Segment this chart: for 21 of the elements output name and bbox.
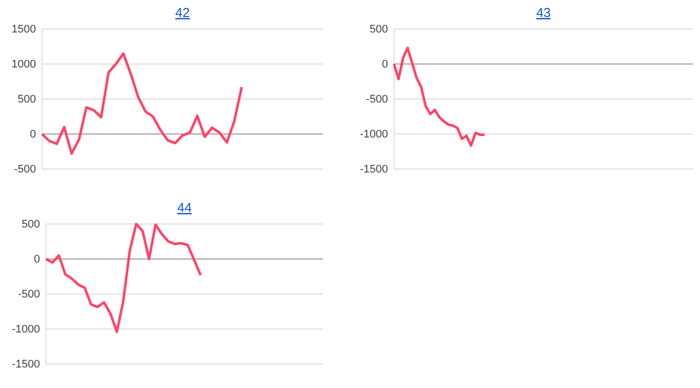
- chart-title: 42: [175, 5, 190, 20]
- y-tick-label: -1000: [360, 128, 388, 141]
- line-series: [40, 52, 243, 155]
- y-tick-label: -1000: [12, 324, 40, 336]
- y-tick-label: 0: [30, 128, 36, 141]
- chart-title: 44: [177, 200, 192, 215]
- y-tick-label: 1000: [12, 58, 36, 71]
- y-tick-label: -500: [14, 164, 36, 176]
- y-tick-label: 500: [18, 94, 36, 106]
- y-tick-label: 0: [382, 58, 388, 71]
- y-tick-label: -1500: [360, 164, 388, 176]
- y-tick-label: 1500: [12, 24, 36, 36]
- y-tick-label: -1500: [12, 358, 40, 371]
- y-tick-label: 0: [34, 254, 40, 266]
- line-series: [44, 222, 202, 334]
- line-series: [392, 46, 486, 147]
- chart-title: 43: [536, 5, 551, 20]
- y-tick-label: 500: [22, 218, 40, 231]
- y-tick-label: -500: [18, 288, 40, 301]
- y-tick-label: 500: [370, 24, 388, 36]
- y-tick-label: -500: [366, 94, 388, 106]
